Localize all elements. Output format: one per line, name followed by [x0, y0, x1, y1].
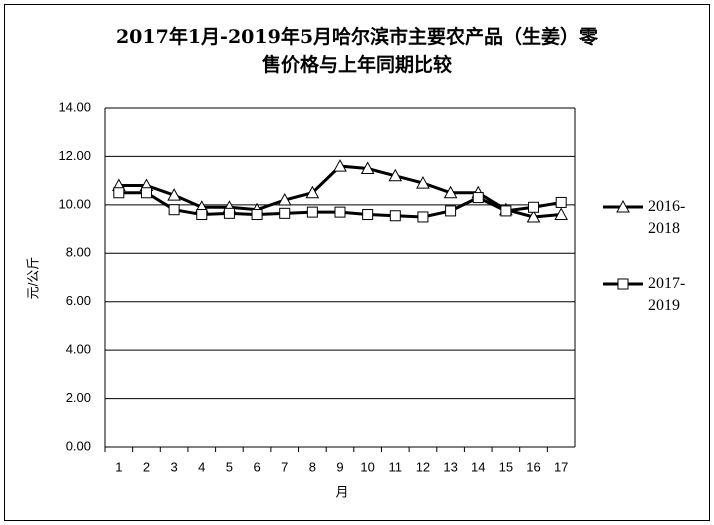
point [443, 185, 458, 199]
point [333, 159, 347, 172]
x-tick-label: 8 [309, 459, 316, 474]
y-axis-label: 元/公斤 [25, 257, 40, 300]
x-tick-label: 4 [198, 459, 205, 474]
y-tick-label: 0.00 [66, 438, 91, 453]
x-tick-label: 11 [389, 459, 403, 474]
point [528, 201, 540, 213]
point [306, 206, 318, 218]
x-tick-label: 10 [360, 459, 374, 474]
x-tick-label: 2 [143, 459, 150, 474]
y-tick-label: 6.00 [66, 293, 91, 308]
y-tick-label: 14.00 [58, 99, 91, 114]
point [196, 209, 208, 221]
point [362, 209, 374, 221]
point [360, 161, 375, 175]
x-axis-label: 月 [335, 484, 348, 499]
x-tick-label: 5 [226, 459, 233, 474]
x-tick-label: 17 [554, 459, 568, 474]
point [472, 192, 484, 204]
point [251, 209, 263, 221]
x-tick-label: 7 [281, 459, 288, 474]
chart-title: 售价格与上年同期比较 [261, 54, 452, 76]
point [223, 207, 235, 219]
point [417, 211, 429, 223]
point [279, 207, 291, 219]
point [555, 196, 567, 208]
legend-marker [616, 199, 630, 213]
x-tick-label: 6 [253, 459, 260, 474]
point [113, 187, 125, 199]
x-tick-label: 1 [115, 459, 122, 474]
frame [4, 4, 710, 521]
y-tick-label: 8.00 [66, 245, 91, 260]
point [167, 188, 181, 201]
x-tick-label: 9 [336, 459, 343, 474]
point [445, 205, 457, 217]
y-tick-label: 2.00 [66, 390, 91, 405]
x-tick-label: 15 [499, 459, 513, 474]
x-tick-label: 14 [471, 459, 485, 474]
point [416, 176, 430, 189]
point [277, 192, 292, 206]
legend-marker [617, 278, 629, 290]
y-tick-label: 10.00 [58, 196, 91, 211]
point [389, 210, 401, 222]
y-tick-label: 12.00 [58, 148, 91, 163]
y-tick-label: 4.00 [66, 342, 91, 357]
point [305, 185, 320, 199]
legend-label: 2017-2019 [648, 275, 686, 314]
point [526, 209, 541, 223]
point [388, 168, 403, 182]
x-tick-label: 3 [171, 459, 178, 474]
point [334, 206, 346, 218]
point [500, 205, 512, 217]
point [168, 204, 180, 216]
point [554, 207, 569, 221]
x-tick-label: 12 [416, 459, 430, 474]
x-tick-label: 13 [443, 459, 457, 474]
chart-title: 2017年1月-2019年5月哈尔滨市主要农产品（生姜）零 [115, 26, 599, 48]
legend-label: 2016-2018 [648, 198, 686, 237]
point [140, 187, 152, 199]
x-tick-label: 16 [526, 459, 540, 474]
